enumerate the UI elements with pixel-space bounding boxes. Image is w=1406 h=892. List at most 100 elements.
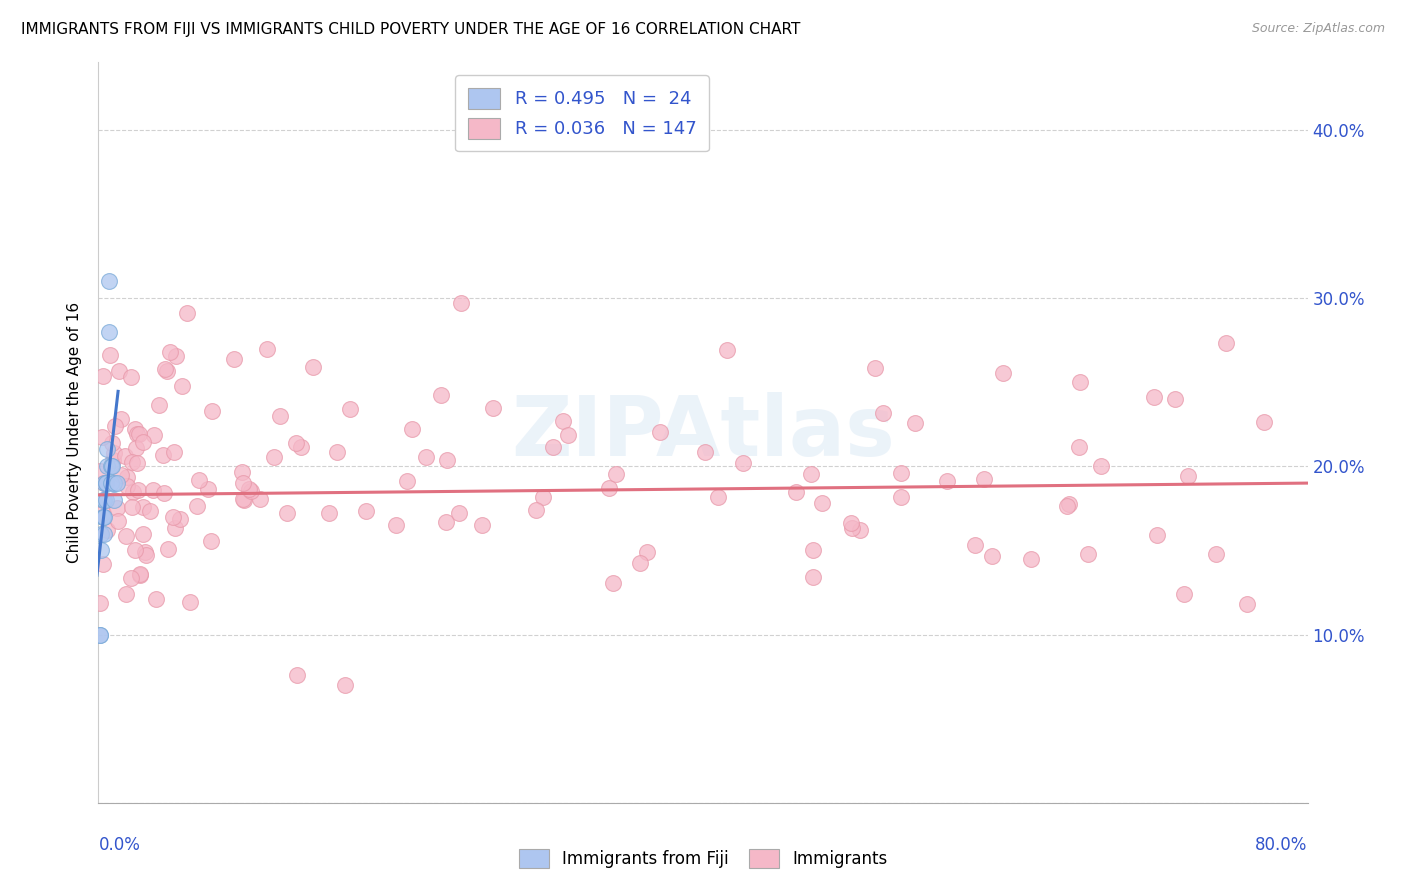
Point xyxy=(785,485,807,500)
Point xyxy=(120,369,142,384)
Point xyxy=(935,475,957,489)
Point xyxy=(152,486,174,500)
Point xyxy=(693,444,716,458)
Point xyxy=(238,482,260,496)
Point xyxy=(108,364,131,378)
Point xyxy=(1143,390,1166,404)
Point xyxy=(800,467,823,481)
Point xyxy=(132,526,155,541)
Point xyxy=(716,343,738,357)
Point xyxy=(285,435,308,450)
Point xyxy=(124,543,146,558)
Point xyxy=(232,476,254,491)
Point xyxy=(94,476,117,491)
Point xyxy=(94,476,117,491)
Point xyxy=(101,452,124,467)
Point xyxy=(841,521,863,535)
Point xyxy=(1177,468,1199,483)
Point xyxy=(105,500,128,515)
Point xyxy=(89,627,111,641)
Point xyxy=(890,467,912,481)
Point xyxy=(188,473,211,487)
Point xyxy=(605,467,627,482)
Y-axis label: Child Poverty Under the Age of 16: Child Poverty Under the Age of 16 xyxy=(67,302,83,563)
Point xyxy=(89,464,111,478)
Point xyxy=(200,533,222,548)
Point xyxy=(707,490,730,504)
Point xyxy=(139,503,162,517)
Point xyxy=(1057,497,1080,511)
Point xyxy=(125,427,148,442)
Point xyxy=(132,434,155,449)
Point xyxy=(98,325,121,339)
Point xyxy=(904,416,927,430)
Point xyxy=(90,526,112,541)
Point xyxy=(163,444,186,458)
Text: 80.0%: 80.0% xyxy=(1256,836,1308,855)
Point xyxy=(169,512,191,526)
Point xyxy=(142,428,165,442)
Point xyxy=(339,402,361,417)
Point xyxy=(628,556,651,570)
Point xyxy=(981,549,1004,563)
Point xyxy=(839,516,862,530)
Point xyxy=(104,418,127,433)
Point xyxy=(93,476,115,491)
Point xyxy=(122,485,145,500)
Point xyxy=(103,476,125,491)
Point xyxy=(318,506,340,520)
Point xyxy=(429,388,451,402)
Point xyxy=(155,361,177,376)
Point xyxy=(91,509,114,524)
Point xyxy=(801,542,824,557)
Point xyxy=(1067,440,1090,454)
Point xyxy=(415,450,437,464)
Point xyxy=(91,492,114,507)
Point xyxy=(434,516,457,530)
Point xyxy=(105,476,128,491)
Point xyxy=(733,456,755,470)
Point xyxy=(135,548,157,562)
Point xyxy=(100,476,122,491)
Point xyxy=(165,349,187,363)
Point xyxy=(553,414,575,428)
Point xyxy=(100,348,122,362)
Point xyxy=(598,481,620,495)
Point xyxy=(1069,376,1091,390)
Point xyxy=(152,448,174,462)
Point xyxy=(101,436,124,450)
Point xyxy=(165,521,187,535)
Point xyxy=(101,459,124,474)
Point xyxy=(991,367,1014,381)
Point xyxy=(107,514,129,528)
Point xyxy=(354,504,377,518)
Point xyxy=(636,545,658,559)
Point xyxy=(159,345,181,359)
Point xyxy=(179,595,201,609)
Point xyxy=(103,446,125,460)
Point xyxy=(471,518,494,533)
Point xyxy=(129,568,152,582)
Point xyxy=(224,351,246,366)
Point xyxy=(129,567,152,582)
Point xyxy=(436,453,458,467)
Point xyxy=(256,342,278,356)
Point xyxy=(524,503,547,517)
Text: Source: ZipAtlas.com: Source: ZipAtlas.com xyxy=(1251,22,1385,36)
Point xyxy=(1205,547,1227,561)
Text: ZIPAtlas: ZIPAtlas xyxy=(510,392,896,473)
Point xyxy=(1056,500,1078,514)
Point xyxy=(240,484,263,499)
Point xyxy=(801,570,824,584)
Point xyxy=(541,441,564,455)
Point xyxy=(127,483,149,498)
Point xyxy=(557,428,579,442)
Point xyxy=(401,422,423,436)
Point xyxy=(1215,336,1237,351)
Point xyxy=(1019,552,1042,566)
Point xyxy=(1077,547,1099,561)
Point xyxy=(96,523,118,537)
Point xyxy=(142,483,165,498)
Point xyxy=(162,510,184,524)
Point xyxy=(90,543,112,558)
